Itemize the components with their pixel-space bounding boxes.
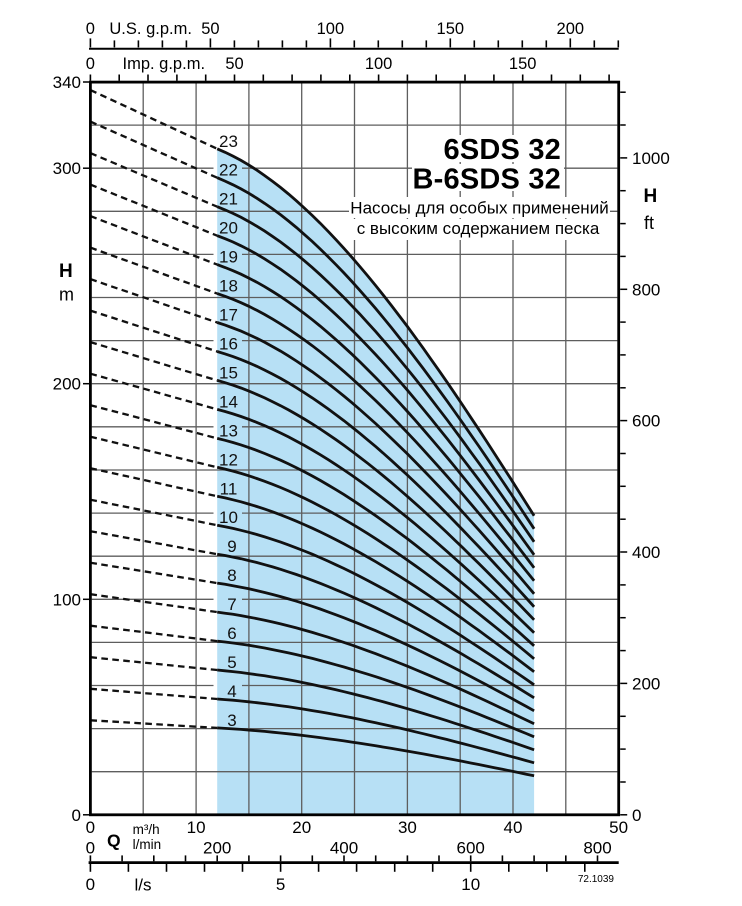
svg-text:6: 6 bbox=[227, 624, 236, 643]
svg-text:l/min: l/min bbox=[133, 837, 162, 852]
svg-text:ft: ft bbox=[644, 213, 654, 233]
svg-text:400: 400 bbox=[330, 839, 358, 858]
svg-text:0: 0 bbox=[86, 839, 95, 858]
svg-text:7: 7 bbox=[227, 595, 236, 614]
svg-text:0: 0 bbox=[86, 875, 95, 894]
svg-text:Imp. g.p.m.: Imp. g.p.m. bbox=[123, 55, 206, 73]
svg-text:50: 50 bbox=[201, 20, 219, 38]
svg-text:3: 3 bbox=[227, 711, 236, 730]
svg-text:10: 10 bbox=[219, 508, 238, 527]
svg-text:50: 50 bbox=[225, 55, 243, 73]
svg-text:600: 600 bbox=[632, 412, 660, 431]
svg-text:14: 14 bbox=[219, 392, 238, 411]
svg-text:5: 5 bbox=[227, 653, 236, 672]
svg-text:m³/h: m³/h bbox=[133, 822, 160, 837]
svg-text:H: H bbox=[644, 186, 658, 207]
svg-text:200: 200 bbox=[557, 20, 585, 38]
svg-text:9: 9 bbox=[227, 537, 236, 556]
svg-text:12: 12 bbox=[219, 450, 238, 469]
svg-text:100: 100 bbox=[53, 590, 81, 609]
svg-text:0: 0 bbox=[86, 818, 95, 837]
svg-text:20: 20 bbox=[292, 818, 311, 837]
svg-text:100: 100 bbox=[365, 55, 393, 73]
svg-text:30: 30 bbox=[398, 818, 417, 837]
svg-text:150: 150 bbox=[437, 20, 465, 38]
svg-text:17: 17 bbox=[219, 306, 238, 325]
svg-text:l/s: l/s bbox=[135, 876, 152, 895]
svg-text:Насосы для особых применений: Насосы для особых применений bbox=[350, 199, 608, 218]
svg-text:19: 19 bbox=[219, 248, 238, 267]
svg-text:340: 340 bbox=[53, 73, 81, 92]
svg-text:13: 13 bbox=[219, 421, 238, 440]
svg-text:21: 21 bbox=[219, 190, 238, 209]
svg-text:5: 5 bbox=[276, 875, 285, 894]
svg-text:0: 0 bbox=[86, 20, 95, 38]
svg-text:15: 15 bbox=[219, 363, 238, 382]
svg-text:300: 300 bbox=[53, 159, 81, 178]
svg-text:200: 200 bbox=[53, 375, 81, 394]
svg-text:4: 4 bbox=[227, 682, 236, 701]
svg-text:0: 0 bbox=[632, 806, 641, 825]
svg-text:150: 150 bbox=[509, 55, 537, 73]
svg-text:40: 40 bbox=[504, 818, 523, 837]
svg-text:72.1039: 72.1039 bbox=[578, 874, 615, 885]
svg-text:400: 400 bbox=[632, 543, 660, 562]
svg-text:0: 0 bbox=[86, 55, 95, 73]
svg-text:U.S. g.p.m.: U.S. g.p.m. bbox=[109, 20, 192, 38]
svg-text:18: 18 bbox=[219, 277, 238, 296]
svg-text:1000: 1000 bbox=[632, 149, 670, 168]
svg-text:8: 8 bbox=[227, 566, 236, 585]
svg-text:20: 20 bbox=[219, 219, 238, 238]
svg-text:с высоким содержанием песка: с высоким содержанием песка bbox=[357, 219, 600, 238]
svg-text:0: 0 bbox=[72, 806, 81, 825]
svg-text:6SDS 32: 6SDS 32 bbox=[444, 134, 561, 166]
svg-text:100: 100 bbox=[317, 20, 345, 38]
svg-text:H: H bbox=[59, 261, 73, 282]
svg-text:23: 23 bbox=[219, 132, 238, 151]
svg-text:200: 200 bbox=[632, 674, 660, 693]
svg-text:10: 10 bbox=[187, 818, 206, 837]
svg-text:50: 50 bbox=[609, 818, 628, 837]
svg-text:10: 10 bbox=[461, 875, 480, 894]
svg-text:22: 22 bbox=[219, 161, 238, 180]
svg-text:16: 16 bbox=[219, 335, 238, 354]
svg-text:m: m bbox=[59, 285, 74, 305]
svg-text:200: 200 bbox=[203, 839, 231, 858]
svg-text:600: 600 bbox=[457, 839, 485, 858]
svg-text:11: 11 bbox=[220, 479, 238, 498]
svg-text:Q: Q bbox=[107, 831, 121, 851]
svg-text:B-6SDS 32: B-6SDS 32 bbox=[413, 164, 561, 196]
svg-text:800: 800 bbox=[583, 839, 611, 858]
svg-text:800: 800 bbox=[632, 280, 660, 299]
